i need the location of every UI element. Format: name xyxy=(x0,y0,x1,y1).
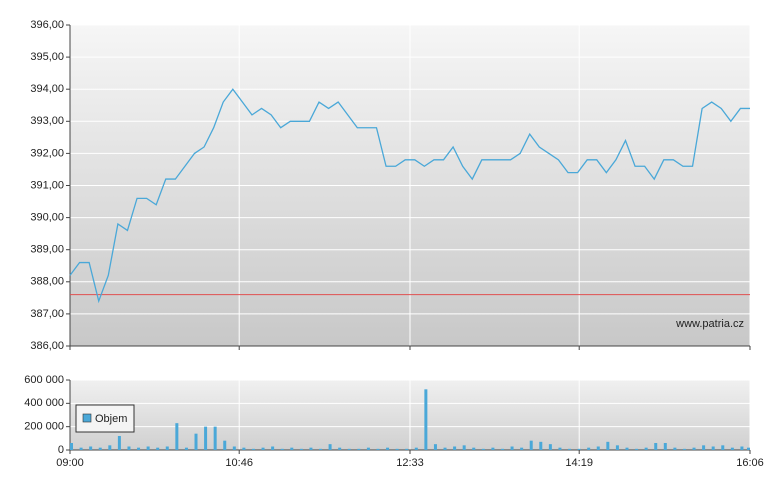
y-tick-label: 389,00 xyxy=(30,244,64,256)
volume-bar xyxy=(558,447,562,450)
volume-bar xyxy=(280,448,284,450)
x-tick-label: 10:46 xyxy=(225,457,253,469)
volume-bar xyxy=(663,443,667,450)
volume-bar xyxy=(338,447,342,450)
volume-bar xyxy=(405,448,409,450)
volume-bar xyxy=(702,445,706,450)
volume-bar xyxy=(156,447,160,450)
legend-label: Objem xyxy=(95,413,127,425)
volume-bar xyxy=(290,447,294,450)
volume-bar xyxy=(472,447,476,450)
volume-bar xyxy=(213,426,217,450)
volume-bar xyxy=(366,447,370,450)
volume-bar xyxy=(654,443,658,450)
volume-bar xyxy=(232,446,236,450)
y-tick-label: 393,00 xyxy=(30,115,64,127)
legend: Objem xyxy=(75,404,135,433)
volume-bar xyxy=(462,445,466,450)
volume-bar xyxy=(453,446,457,450)
volume-bar xyxy=(117,436,121,450)
volume-bar xyxy=(309,447,313,450)
volume-bar xyxy=(510,446,514,450)
volume-bar xyxy=(414,447,418,450)
volume-bar xyxy=(500,448,504,450)
volume-bar xyxy=(615,445,619,450)
volume-bar xyxy=(529,440,533,450)
volume-bar xyxy=(127,446,131,450)
volume-bar xyxy=(747,447,750,450)
volume-bar xyxy=(194,433,198,450)
y-tick-label: 391,00 xyxy=(30,179,64,191)
volume-bar xyxy=(70,443,73,450)
volume-bar xyxy=(606,441,610,450)
volume-bar xyxy=(137,447,141,450)
volume-bar xyxy=(644,447,648,450)
volume-bar xyxy=(730,447,734,450)
volume-bar xyxy=(175,423,179,450)
watermark: www.patria.cz xyxy=(675,318,744,330)
volume-bar xyxy=(223,440,227,450)
y-tick-label: 394,00 xyxy=(30,83,64,95)
volume-bar xyxy=(635,448,639,450)
volume-bar xyxy=(204,426,208,450)
volume-bar xyxy=(625,447,629,450)
volume-bar xyxy=(443,447,447,450)
volume-bar xyxy=(692,447,696,450)
volume-bar xyxy=(491,447,495,450)
volume-bar xyxy=(299,448,303,450)
y-tick-label: 400 000 xyxy=(24,397,64,409)
legend-swatch xyxy=(82,413,92,423)
volume-bar xyxy=(596,446,600,450)
volume-bar xyxy=(520,447,524,450)
volume-bar xyxy=(376,448,380,450)
volume-bar xyxy=(721,445,725,450)
volume-bar xyxy=(271,446,275,450)
volume-bar xyxy=(424,389,428,450)
volume-bar xyxy=(146,446,150,450)
volume-bar xyxy=(242,447,246,450)
volume-bar xyxy=(548,444,552,450)
y-tick-label: 0 xyxy=(58,444,64,456)
x-tick-label: 12:33 xyxy=(396,457,424,469)
volume-bar xyxy=(108,445,112,450)
volume-bar xyxy=(587,447,591,450)
volume-bar xyxy=(568,448,572,450)
x-tick-label: 14:19 xyxy=(565,457,593,469)
volume-bar xyxy=(347,448,351,450)
y-tick-label: 388,00 xyxy=(30,276,64,288)
volume-bar xyxy=(184,447,188,450)
y-tick-label: 390,00 xyxy=(30,212,64,224)
volume-bar xyxy=(165,446,169,450)
y-tick-label: 396,00 xyxy=(30,19,64,31)
volume-bar xyxy=(79,447,83,450)
volume-bar xyxy=(481,448,485,450)
volume-bar xyxy=(682,448,686,450)
volume-bar xyxy=(711,446,715,450)
volume-bar xyxy=(740,446,744,450)
price-line xyxy=(69,88,750,304)
volume-bar xyxy=(386,447,390,450)
y-tick-label: 392,00 xyxy=(30,147,64,159)
y-tick-label: 395,00 xyxy=(30,51,64,63)
volume-bar xyxy=(319,448,323,450)
y-tick-label: 600 000 xyxy=(24,374,64,386)
volume-bar xyxy=(261,447,265,450)
volume-bar xyxy=(673,447,677,450)
volume-bar xyxy=(539,441,543,450)
volume-bar xyxy=(251,448,255,450)
volume-bar xyxy=(395,448,399,450)
y-tick-label: 387,00 xyxy=(30,308,64,320)
volume-bar xyxy=(357,448,361,450)
volume-bar xyxy=(577,448,581,450)
y-tick-label: 200 000 xyxy=(24,421,64,433)
volume-bar xyxy=(98,447,102,450)
y-tick-label: 386,00 xyxy=(30,340,64,352)
x-tick-label: 16:06 xyxy=(736,457,764,469)
volume-bar xyxy=(433,444,437,450)
volume-bar xyxy=(89,446,93,450)
volume-bar xyxy=(328,444,332,450)
x-tick-label: 09:00 xyxy=(56,457,84,469)
